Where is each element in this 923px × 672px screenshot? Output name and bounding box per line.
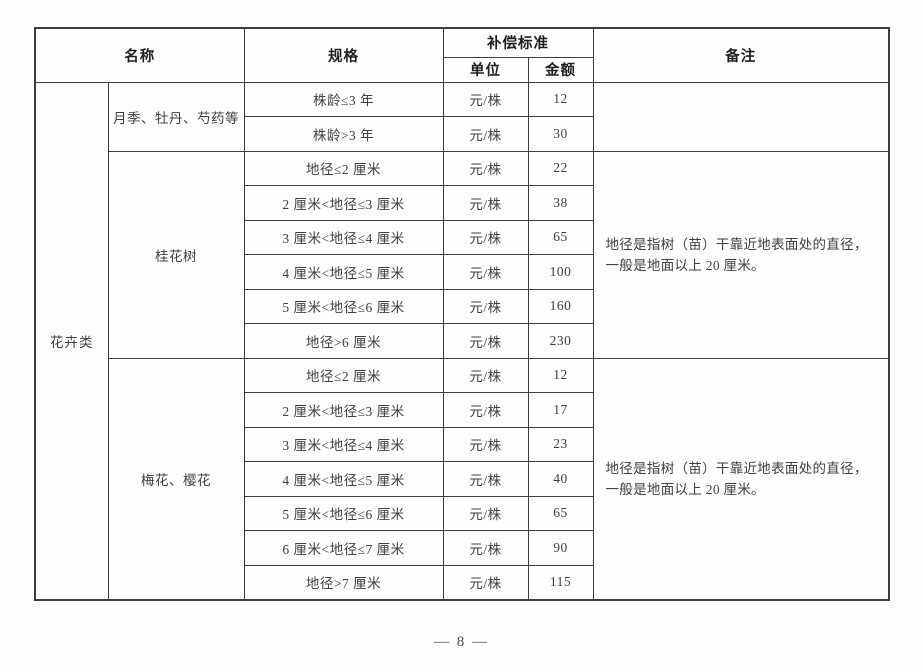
header-spec: 规格 [243,27,444,83]
unit-cell: 元/株 [442,564,529,600]
table-row: 株龄>3 年 元/株 30 [35,116,889,152]
amount-cell: 30 [527,116,594,152]
table-row: 6 厘米<地径≤7 厘米 元/株 90 [35,530,889,566]
unit-cell: 元/株 [442,426,529,462]
remark-cell [592,81,890,152]
table-row: 梅花、樱花 地径≤2 厘米 元/株 12 地径是指树（苗）干靠近地表面处的直径，… [35,357,890,600]
amount-cell: 230 [527,323,594,359]
spec-cell: 3 厘米<地径≤4 厘米 [243,219,444,255]
unit-cell: 元/株 [442,150,529,186]
spec-cell: 株龄≤3 年 [243,81,444,117]
amount-cell: 65 [527,495,594,531]
table-row: 花卉类 月季、牡丹、芍药等 株龄≤3 年 元/株 12 [34,81,890,600]
table-row: 5 厘米<地径≤6 厘米 元/株 65 [35,495,889,531]
unit-cell: 元/株 [442,461,529,497]
table-row: 3 厘米<地径≤4 厘米 元/株 65 [35,219,889,255]
spec-cell: 地径≤2 厘米 [243,357,444,393]
unit-cell: 元/株 [442,495,529,531]
amount-cell: 115 [527,564,594,600]
compensation-table: 名称 规格 补偿标准 备注 单位 金额 花卉类 月季、牡丹、芍药等 株龄≤3 年… [34,27,890,601]
remark-cell: 地径是指树（苗）干靠近地表面处的直径，一般是地面以上 20 厘米。 [592,150,890,359]
spec-cell: 地径≤2 厘米 [243,150,444,186]
unit-cell: 元/株 [442,357,529,393]
amount-cell: 100 [527,254,594,290]
table-row: 地径>7 厘米 元/株 115 [35,564,889,600]
unit-cell: 元/株 [442,219,529,255]
category-cell: 花卉类 [34,81,109,600]
amount-cell: 22 [527,150,594,186]
header-name: 名称 [34,27,245,83]
table-row: 地径>6 厘米 元/株 230 [35,323,889,359]
table-row: 4 厘米<地径≤5 厘米 元/株 100 [35,254,889,290]
group-name-cell: 月季、牡丹、芍药等 [107,81,245,152]
unit-cell: 元/株 [442,81,529,117]
amount-cell: 65 [527,219,594,255]
unit-cell: 元/株 [442,288,529,324]
page-number: — 8 — [434,634,489,650]
unit-cell: 元/株 [442,392,529,428]
table-row: 2 厘米<地径≤3 厘米 元/株 38 [35,185,889,221]
amount-cell: 12 [527,81,594,117]
amount-cell: 12 [527,357,594,393]
header-remark: 备注 [592,27,890,83]
spec-cell: 4 厘米<地径≤5 厘米 [243,254,444,290]
header-unit: 单位 [442,56,529,83]
remark-cell: 地径是指树（苗）干靠近地表面处的直径，一般是地面以上 20 厘米。 [592,357,890,600]
spec-cell: 株龄>3 年 [243,116,444,152]
amount-cell: 23 [527,426,594,462]
amount-cell: 40 [527,461,594,497]
spec-cell: 地径>6 厘米 [243,323,444,359]
table-row: 桂花树 地径≤2 厘米 元/株 22 地径是指树（苗）干靠近地表面处的直径，一般… [35,150,890,359]
header-amount: 金额 [527,56,594,83]
spec-cell: 4 厘米<地径≤5 厘米 [243,461,444,497]
unit-cell: 元/株 [442,116,529,152]
table-row: 2 厘米<地径≤3 厘米 元/株 17 [35,392,889,428]
spec-cell: 2 厘米<地径≤3 厘米 [243,392,444,428]
spec-cell: 地径>7 厘米 [243,564,444,600]
table-row: 5 厘米<地径≤6 厘米 元/株 160 [35,288,889,324]
unit-cell: 元/株 [442,323,529,359]
group-name-cell: 桂花树 [107,150,245,359]
amount-cell: 160 [527,288,594,324]
spec-cell: 5 厘米<地径≤6 厘米 [243,495,444,531]
header-compensation: 补偿标准 [442,27,594,58]
unit-cell: 元/株 [442,185,529,221]
group-name-cell: 梅花、樱花 [107,357,245,600]
amount-cell: 38 [527,185,594,221]
amount-cell: 17 [527,392,594,428]
amount-cell: 90 [527,530,594,566]
spec-cell: 2 厘米<地径≤3 厘米 [243,185,444,221]
table-row: 3 厘米<地径≤4 厘米 元/株 23 [35,426,889,462]
unit-cell: 元/株 [442,254,529,290]
table-row: 4 厘米<地径≤5 厘米 元/株 40 [35,461,889,497]
unit-cell: 元/株 [442,530,529,566]
spec-cell: 3 厘米<地径≤4 厘米 [243,426,444,462]
spec-cell: 5 厘米<地径≤6 厘米 [243,288,444,324]
spec-cell: 6 厘米<地径≤7 厘米 [243,530,444,566]
